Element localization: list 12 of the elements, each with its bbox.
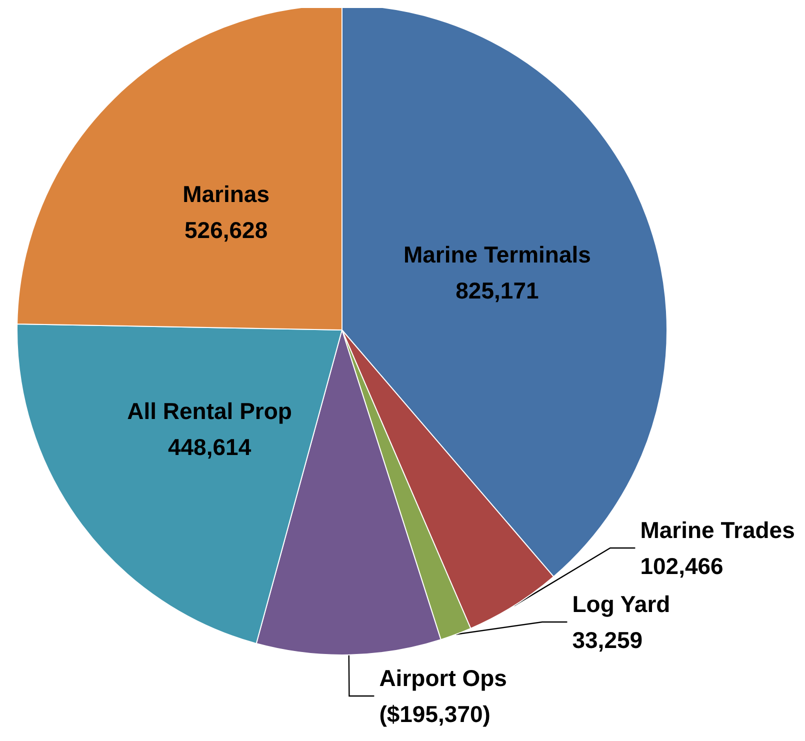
data-label: 825,171 [456,278,539,304]
data-label: 526,628 [184,216,268,243]
slice-label: Marine Terminals [403,242,591,268]
slice-label: Log Yard [572,591,670,617]
slice-label: All Rental Prop [127,398,292,424]
slice-label: Marine Trades [640,517,795,543]
slice-label: Marinas [182,180,270,207]
data-label: 102,466 [640,553,724,579]
data-label: 448,614 [168,434,252,460]
data-label: 33,259 [572,627,643,653]
data-label: ($195,370) [379,701,490,727]
slice-label: Airport Ops [379,665,507,691]
